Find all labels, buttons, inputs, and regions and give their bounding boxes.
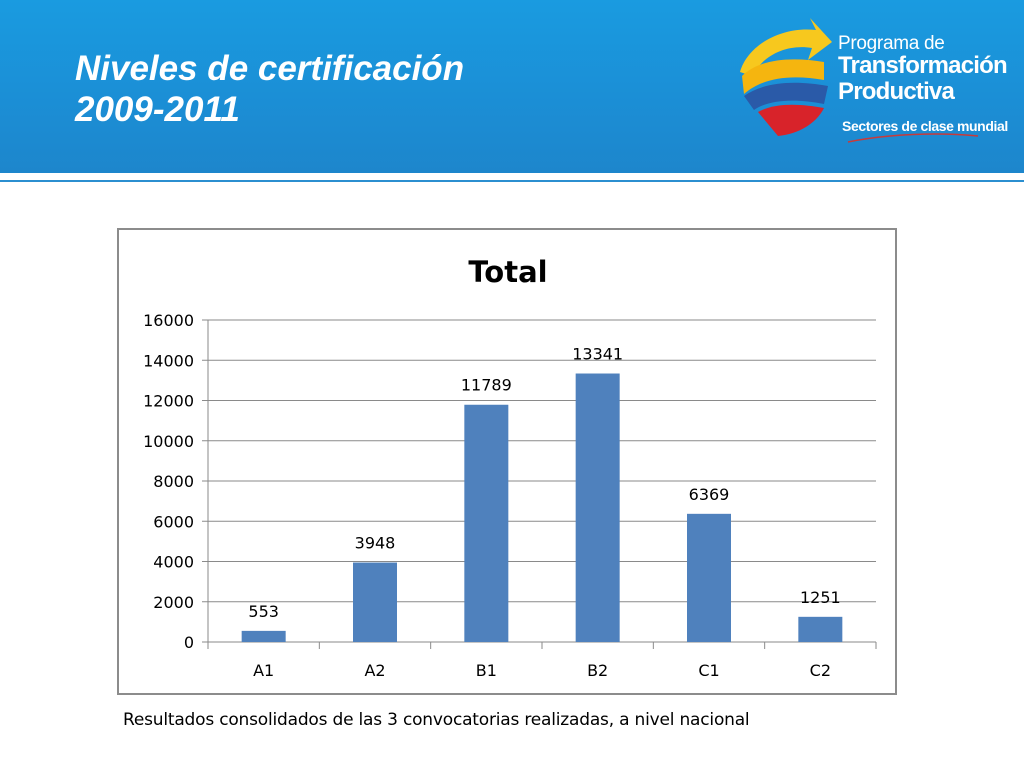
x-tick-label-c1: C1 [698,661,719,680]
logo-red-band-icon [758,104,824,136]
bar-b2 [575,373,620,642]
slide-title-line1: Niveles de certificación [75,49,465,88]
bar-b1 [464,404,509,642]
logo-underline-swoosh-icon [847,133,979,143]
logo-text-line3: Productiva [838,78,955,105]
y-tick-label: 8000 [153,472,194,491]
slide-title: Niveles de certificación 2009-2011 [75,48,464,130]
logo-blue-band-icon [744,82,828,110]
chart-caption: Resultados consolidados de las 3 convoca… [123,710,750,730]
bar-c2 [798,616,843,642]
program-logo-emblem [740,18,979,143]
slide-title-line2: 2009-2011 [75,90,240,129]
x-tick-label-b1: B1 [476,661,497,680]
x-tick-label-c2: C2 [810,661,831,680]
data-label-b1: 11789 [461,376,512,395]
header-divider [0,173,1024,182]
data-label-a1: 553 [248,602,279,621]
bar-chart: Total 0 2000 4000 6000 8000 10000 12000 14000 160… [143,255,877,680]
chart-title: Total [468,255,547,289]
x-tick-label-a1: A1 [253,661,274,680]
logo-yellow-band-icon [742,59,824,94]
y-tick-label: 14000 [143,351,194,370]
x-tick-label-a2: A2 [364,661,385,680]
bar-c1 [687,513,731,642]
data-label-a2: 3948 [355,534,396,553]
logo-text-line1: Programa de [838,33,945,54]
x-tick-label-b2: B2 [587,661,608,680]
bar-a2 [353,562,397,642]
y-tick-label: 10000 [143,432,194,451]
data-label-c1: 6369 [689,485,730,504]
logo-yellow-swoosh-icon [740,18,832,76]
slide-header [0,0,1024,173]
y-tick-label: 0 [184,633,194,652]
y-tick-label: 2000 [153,593,194,612]
y-tick-label: 6000 [153,512,194,531]
data-label-b2: 13341 [572,345,623,364]
y-tick-label: 4000 [153,553,194,572]
bar-a1 [241,630,286,642]
logo-tagline: Sectores de clase mundial [842,118,1008,134]
chart-frame: Total 0 2000 4000 6000 8000 10000 12000 14000 160… [117,228,897,695]
data-label-c2: 1251 [800,588,841,607]
y-tick-label: 12000 [143,392,194,411]
logo-text-line2: Transformación [838,52,1008,79]
y-tick-label: 16000 [143,311,194,330]
